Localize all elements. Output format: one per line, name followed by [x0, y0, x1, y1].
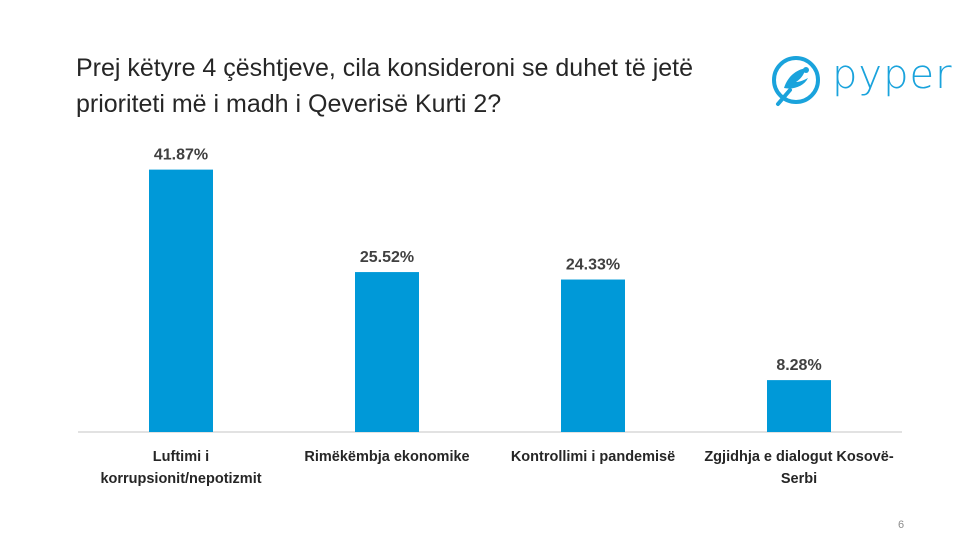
category-label: Rimëkëmbja ekonomike: [304, 449, 470, 465]
brand-logo: pyper: [770, 50, 960, 114]
brand-name: pyper: [832, 52, 953, 98]
data-label: 8.28%: [776, 357, 821, 374]
bar: [149, 169, 213, 432]
bar: [767, 380, 831, 432]
page-number: 6: [898, 519, 905, 531]
bar: [355, 272, 419, 432]
bird-logo-icon: [772, 56, 820, 106]
data-label: 41.87%: [154, 147, 208, 164]
category-label: Kontrollimi i pandemisë: [510, 449, 676, 465]
data-label: 25.52%: [360, 249, 414, 266]
chart-title: Prej këtyre 4 çështjeve, cila konsideron…: [76, 54, 694, 118]
category-label: Zgjidhja e dialogut Kosovë-Serbi: [704, 449, 894, 487]
bar: [561, 279, 625, 432]
category-label: Luftimi i korrupsionit/nepotizmit: [100, 449, 262, 487]
data-label: 24.33%: [566, 257, 620, 274]
